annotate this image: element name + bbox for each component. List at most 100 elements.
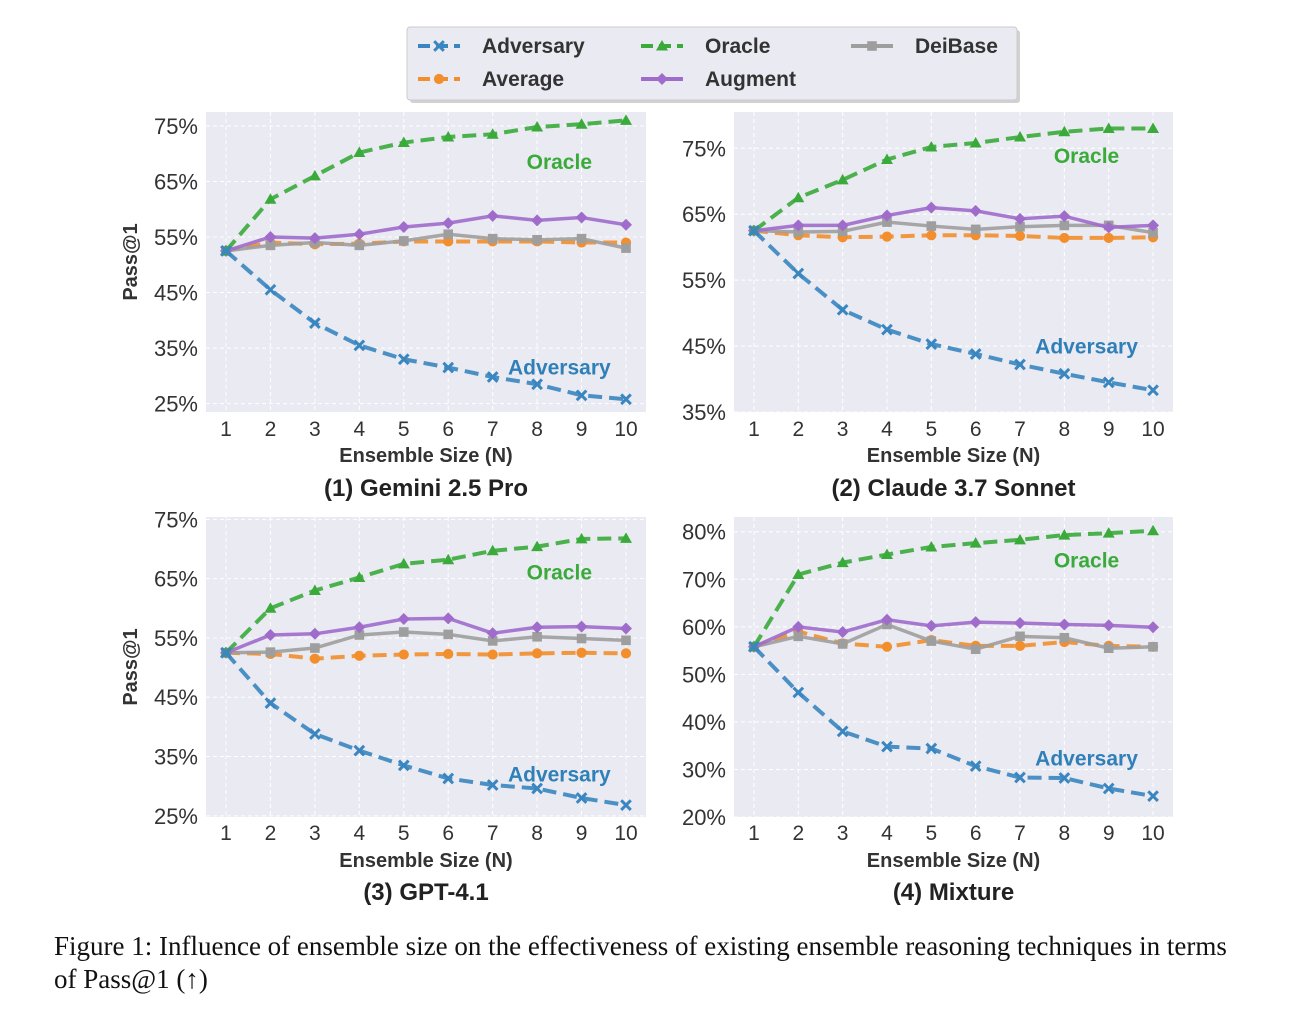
y-tick-label: 65% [682, 202, 726, 227]
annotation-oracle: Oracle [527, 562, 592, 585]
data-point-oracle [880, 548, 893, 560]
x-tick-label: 10 [1141, 822, 1164, 845]
y-tick-label: 20% [682, 805, 726, 830]
legend-item-average: Average [418, 68, 564, 91]
y-tick-label: 65% [154, 169, 198, 194]
data-point-augment [397, 221, 410, 233]
x-tick-label: 8 [531, 822, 543, 845]
y-tick-label: 35% [682, 400, 726, 425]
x-tick-label: 7 [487, 418, 499, 441]
x-tick-label: 6 [970, 822, 982, 845]
data-point-augment [575, 620, 588, 633]
x-axis-label: Ensemble Size (N) [339, 850, 512, 872]
data-point-average [881, 641, 893, 652]
data-point-adversary [309, 317, 321, 329]
chart-panel-4: 20% 30% 40% 50% 60% 70% 80% 1 2 3 4 5 6 7 8 9 10 Ensemble… [682, 517, 1173, 906]
data-point-deibase [1059, 220, 1070, 231]
x-tick-label: 2 [792, 418, 804, 441]
y-tick-label: 40% [682, 710, 726, 735]
y-tick-label: 75% [154, 507, 198, 532]
legend-label: Augment [705, 68, 796, 91]
data-point-adversary [969, 760, 982, 772]
data-point-deibase [621, 635, 631, 646]
data-point-adversary [881, 323, 893, 336]
x-tick-label: 3 [837, 418, 849, 441]
data-point-augment [620, 622, 632, 635]
data-point-adversary [925, 742, 938, 755]
data-point-augment [1147, 219, 1160, 232]
y-tick-label: 55% [154, 225, 198, 250]
data-point-deibase [265, 240, 276, 251]
data-point-oracle [308, 169, 321, 181]
data-point-augment [442, 612, 455, 625]
series-line-augment [225, 616, 627, 655]
x-tick-label: 9 [576, 418, 588, 441]
y-tick-label: 35% [154, 745, 198, 770]
data-point-oracle [836, 556, 849, 568]
data-point-average [1014, 640, 1026, 651]
chart-title: (3) GPT-4.1 [363, 879, 488, 906]
data-point-deibase [793, 631, 804, 642]
data-point-deibase [1059, 632, 1070, 643]
annotation-adversary: Adversary [1035, 748, 1138, 771]
data-point-augment [1102, 221, 1115, 234]
data-point-average [1059, 232, 1070, 244]
data-point-deibase [487, 636, 498, 646]
x-tick-label: 7 [1014, 418, 1026, 441]
legend-marker-augment [656, 73, 668, 85]
series-line-oracle [752, 126, 1154, 233]
data-point-augment [531, 621, 544, 634]
data-point-deibase [1103, 643, 1114, 654]
data-point-augment [620, 218, 632, 231]
x-tick-label: 9 [1103, 822, 1115, 845]
data-point-oracle [531, 540, 544, 552]
y-tick-label: 45% [154, 281, 198, 306]
data-point-oracle [442, 131, 455, 142]
series-adversary [220, 646, 632, 812]
data-point-deibase [1015, 631, 1025, 642]
data-point-oracle [575, 118, 588, 129]
data-point-deibase [1015, 221, 1025, 232]
legend-marker-deibase [867, 41, 877, 51]
data-point-adversary [620, 393, 632, 406]
data-point-adversary [1147, 790, 1159, 802]
data-point-deibase [576, 233, 587, 244]
series-line-adversary [224, 651, 627, 808]
data-point-oracle [620, 114, 632, 125]
data-point-oracle [792, 568, 805, 580]
series-augment [747, 613, 1160, 653]
annotation-adversary: Adversary [508, 357, 611, 380]
data-point-augment [836, 219, 849, 232]
x-tick-label: 10 [614, 418, 637, 441]
series-line-deibase [753, 622, 1154, 651]
data-point-oracle [1102, 527, 1115, 538]
data-point-augment [1014, 617, 1027, 630]
series-adversary [220, 245, 632, 406]
legend-marker-oracle [656, 40, 668, 51]
data-point-average [309, 653, 320, 664]
chart-title: (2) Claude 3.7 Sonnet [831, 475, 1075, 502]
data-point-adversary [881, 740, 893, 753]
data-point-oracle [836, 173, 849, 185]
data-point-augment [308, 627, 321, 640]
data-point-oracle [1014, 131, 1027, 142]
y-tick-label: 25% [154, 804, 198, 829]
y-tick-label: 75% [682, 136, 726, 161]
data-point-oracle [397, 557, 410, 569]
data-point-adversary [620, 799, 632, 812]
data-point-adversary [748, 640, 760, 653]
data-point-deibase [882, 217, 892, 227]
data-point-adversary [925, 338, 938, 350]
data-point-adversary [486, 371, 499, 383]
data-point-oracle [486, 128, 499, 139]
x-tick-label: 3 [309, 418, 321, 441]
series-line-average [225, 650, 627, 661]
x-tick-label: 3 [309, 822, 321, 845]
data-point-oracle [1147, 524, 1160, 536]
data-point-deibase [443, 629, 454, 640]
data-point-augment [836, 626, 849, 639]
y-tick-label: 25% [154, 392, 198, 417]
data-point-oracle [353, 146, 366, 158]
data-point-average [443, 648, 454, 660]
data-point-adversary [397, 353, 410, 366]
